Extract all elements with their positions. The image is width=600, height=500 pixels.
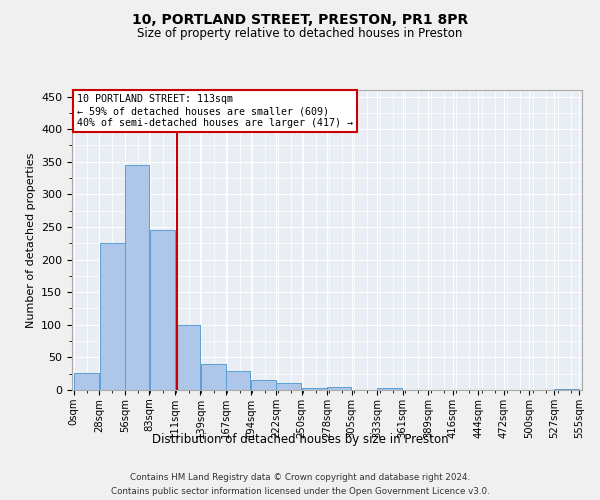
Bar bbox=[200, 364, 226, 390]
Bar bbox=[327, 388, 352, 390]
Bar bbox=[377, 388, 403, 390]
Bar bbox=[276, 384, 301, 390]
Text: Contains public sector information licensed under the Open Government Licence v3: Contains public sector information licen… bbox=[110, 488, 490, 496]
Text: 10, PORTLAND STREET, PRESTON, PR1 8PR: 10, PORTLAND STREET, PRESTON, PR1 8PR bbox=[132, 12, 468, 26]
Bar bbox=[149, 230, 175, 390]
Y-axis label: Number of detached properties: Number of detached properties bbox=[26, 152, 35, 328]
Text: 10 PORTLAND STREET: 113sqm
← 59% of detached houses are smaller (609)
40% of sem: 10 PORTLAND STREET: 113sqm ← 59% of deta… bbox=[77, 94, 353, 128]
Bar bbox=[74, 373, 99, 390]
Bar bbox=[100, 242, 125, 390]
Text: Contains HM Land Registry data © Crown copyright and database right 2024.: Contains HM Land Registry data © Crown c… bbox=[130, 472, 470, 482]
Bar bbox=[302, 388, 327, 390]
Text: Distribution of detached houses by size in Preston: Distribution of detached houses by size … bbox=[152, 432, 448, 446]
Bar bbox=[175, 325, 200, 390]
Bar bbox=[125, 165, 149, 390]
Bar bbox=[226, 371, 250, 390]
Text: Size of property relative to detached houses in Preston: Size of property relative to detached ho… bbox=[137, 28, 463, 40]
Bar bbox=[251, 380, 276, 390]
